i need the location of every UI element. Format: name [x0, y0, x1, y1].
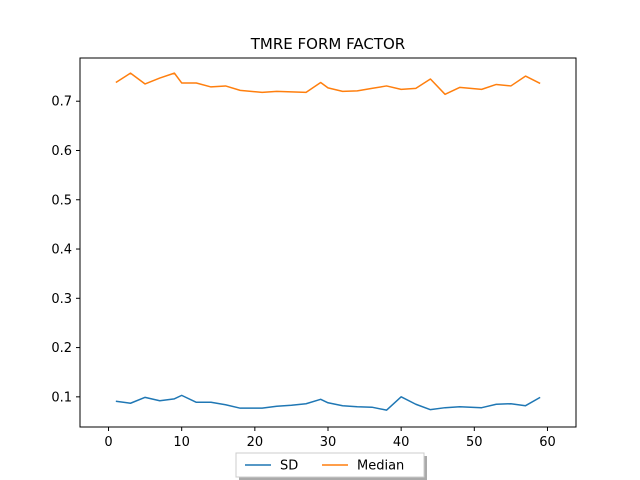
legend-label-sd: SD [280, 459, 298, 474]
x-tick-label: 50 [466, 435, 483, 450]
series-line-median [115, 72, 541, 96]
y-tick-label: 0.5 [51, 193, 72, 208]
y-tick-label: 0.4 [51, 243, 72, 258]
y-tick-label: 0.7 [51, 95, 72, 110]
x-tick-label: 40 [393, 435, 410, 450]
y-tick-label: 0.3 [51, 292, 72, 307]
legend-label-median: Median [357, 459, 404, 474]
x-tick-label: 30 [320, 435, 337, 450]
legend: SD Median [235, 452, 427, 480]
y-tick-label: 0.1 [51, 390, 72, 405]
x-tick-label: 60 [539, 435, 556, 450]
y-tick-label: 0.2 [51, 341, 72, 356]
y-tick-label: 0.6 [51, 144, 72, 159]
plot-area [115, 72, 541, 411]
x-tick-label: 20 [247, 435, 264, 450]
series-line-sd [115, 394, 541, 411]
axes-frame [79, 57, 577, 428]
axes: 0 10 20 30 40 50 60 0.1 0.2 0.3 0.4 0.5 0.6 0.7 [51, 57, 577, 450]
x-tick-label: 0 [104, 435, 112, 450]
x-tick-label: 10 [173, 435, 190, 450]
chart-title: TMRE FORM FACTOR [250, 35, 405, 53]
